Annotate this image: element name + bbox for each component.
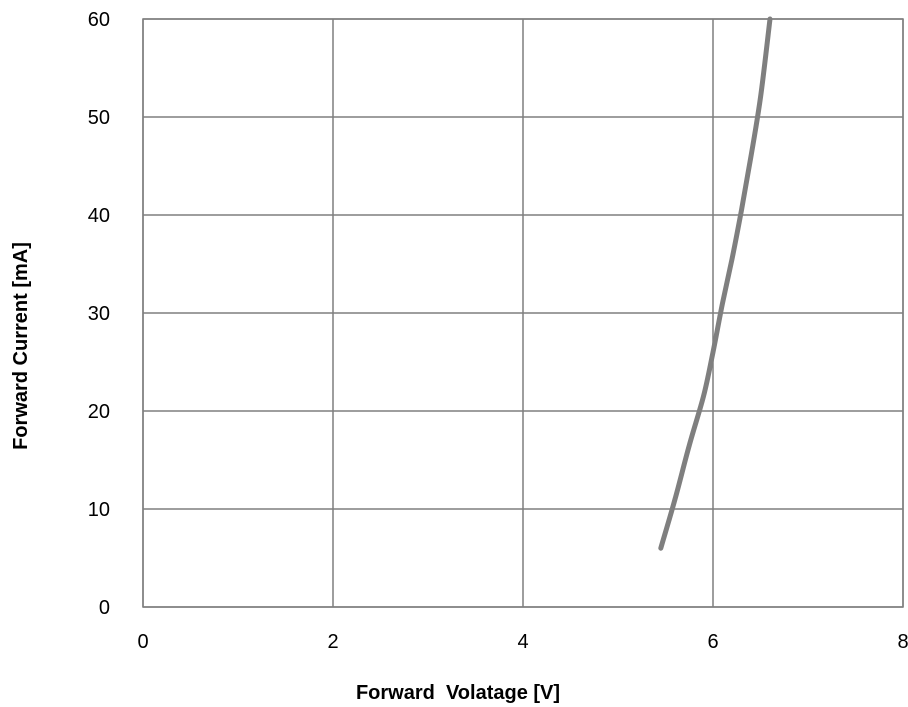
y-tick-label: 10 xyxy=(88,499,110,521)
x-tick-label: 4 xyxy=(517,631,528,653)
grid xyxy=(142,18,904,608)
x-tick-label: 6 xyxy=(707,631,718,653)
y-tick-label: 20 xyxy=(88,401,110,423)
y-tick-label: 30 xyxy=(88,303,110,325)
x-tick-label: 0 xyxy=(137,631,148,653)
y-tick-label: 40 xyxy=(88,205,110,227)
x-tick-label: 8 xyxy=(897,631,908,653)
series-layer xyxy=(658,16,773,551)
x-tick-label: 2 xyxy=(327,631,338,653)
y-tick-label: 60 xyxy=(88,9,110,31)
y-tick-label: 50 xyxy=(88,107,110,129)
x-axis-label: Forward Volatage [V] xyxy=(356,682,560,704)
x-axis-ticks: 0 2 4 6 8 xyxy=(137,631,908,653)
y-axis-ticks: 0 10 20 30 40 50 60 xyxy=(88,9,110,619)
y-axis-label: Forward Current [mA] xyxy=(10,242,32,450)
y-tick-label: 0 xyxy=(99,597,110,619)
forward-current-curve xyxy=(658,16,773,551)
plot-area-frame xyxy=(142,18,904,608)
